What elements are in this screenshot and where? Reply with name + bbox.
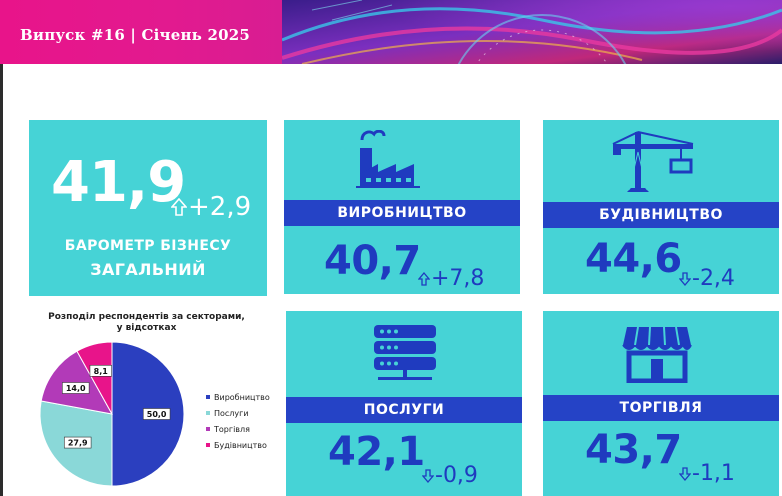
sector-delta-value: +7,8 <box>431 266 485 291</box>
legend-label: Торгівля <box>214 424 250 434</box>
pie-value-label: 8,1 <box>94 367 109 376</box>
sector-value: 43,7 <box>585 427 682 473</box>
header-title-block: Випуск #16 | Січень 2025 <box>0 0 282 64</box>
sector-label-band: ВИРОБНИЦТВО <box>284 200 520 226</box>
sector-delta: +7,8 <box>418 266 484 291</box>
pie-label-box <box>142 408 171 420</box>
chart-subtitle: у відсотках <box>116 323 177 333</box>
overall-barometer-tile: 41,9 +2,9 БАРОМЕТР БІЗНЕСУ ЗАГАЛЬНИЙ <box>29 120 267 296</box>
pie-slice <box>76 341 113 416</box>
legend-item: Торгівля <box>206 421 270 437</box>
sector-delta: -1,1 <box>679 461 735 486</box>
pie-label-box <box>89 364 112 377</box>
pie-label-box <box>63 436 92 449</box>
legend-swatch <box>206 443 210 447</box>
pie-value-label: 27,9 <box>68 439 88 448</box>
sector-tile-posluhy: ПОСЛУГИ 42,1 -0,9 <box>286 311 522 496</box>
legend-item: Виробництво <box>206 389 270 405</box>
sector-value: 40,7 <box>324 238 421 284</box>
left-frame-line <box>0 64 3 496</box>
sector-tile-budivnytstvo: БУДІВНИЦТВО 44,6 -2,4 <box>543 120 779 294</box>
overall-delta-value: +2,9 <box>188 192 252 222</box>
arrow-up-icon <box>418 271 430 286</box>
sector-delta: -0,9 <box>422 463 478 488</box>
legend-item: Послуги <box>206 405 270 421</box>
storefront-icon <box>622 326 692 383</box>
header-decoration-image <box>282 0 782 64</box>
legend-label: Послуги <box>214 408 249 418</box>
arrow-down-icon <box>679 466 691 481</box>
overall-label: БАРОМЕТР БІЗНЕСУ <box>64 238 232 254</box>
sector-tile-vyrobnytstvo: ВИРОБНИЦТВО 40,7 +7,8 <box>284 120 520 294</box>
sector-label-band: ТОРГІВЛЯ <box>543 395 779 421</box>
sector-value: 42,1 <box>328 429 425 475</box>
factory-icon <box>356 130 420 188</box>
pie-value-label: 14,0 <box>66 384 86 393</box>
overall-value: 41,9 <box>51 150 186 215</box>
arrow-down-icon <box>422 468 434 483</box>
pie-label-box <box>62 382 90 394</box>
server-icon <box>374 325 436 380</box>
chart-title: Розподіл респондентів за секторами, <box>48 312 245 322</box>
crane-icon <box>612 131 694 192</box>
sector-distribution-chart: Розподіл респондентів за секторами, у ві… <box>20 306 280 496</box>
arrow-down-icon <box>679 271 691 286</box>
legend-label: Будівництво <box>214 440 267 450</box>
sector-label-band: ПОСЛУГИ <box>286 397 522 423</box>
overall-delta: +2,9 <box>171 192 251 222</box>
legend-swatch <box>206 395 210 399</box>
chart-legend: Виробництво Послуги Торгівля Будівництво <box>206 389 270 453</box>
legend-swatch <box>206 411 210 415</box>
sector-delta-value: -0,9 <box>435 463 478 488</box>
overall-label-general: ЗАГАЛЬНИЙ <box>90 260 206 279</box>
issue-title: Випуск #16 | Січень 2025 <box>20 26 251 44</box>
legend-swatch <box>206 427 210 431</box>
header-banner: Випуск #16 | Січень 2025 <box>0 0 782 64</box>
pie-value-label: 50,0 <box>147 410 167 419</box>
sector-delta-value: -2,4 <box>692 266 735 291</box>
sector-tile-torhivlia: ТОРГІВЛЯ 43,7 -1,1 <box>543 311 779 496</box>
sector-delta: -2,4 <box>679 266 735 291</box>
legend-label: Виробництво <box>214 392 270 402</box>
sector-delta-value: -1,1 <box>692 461 735 486</box>
legend-item: Будівництво <box>206 437 270 453</box>
sector-label-band: БУДІВНИЦТВО <box>543 202 779 228</box>
sector-value: 44,6 <box>585 236 682 282</box>
arrow-up-icon <box>171 198 187 216</box>
pie-chart: 50,0 27,9 14,0 8,1 <box>39 341 185 487</box>
